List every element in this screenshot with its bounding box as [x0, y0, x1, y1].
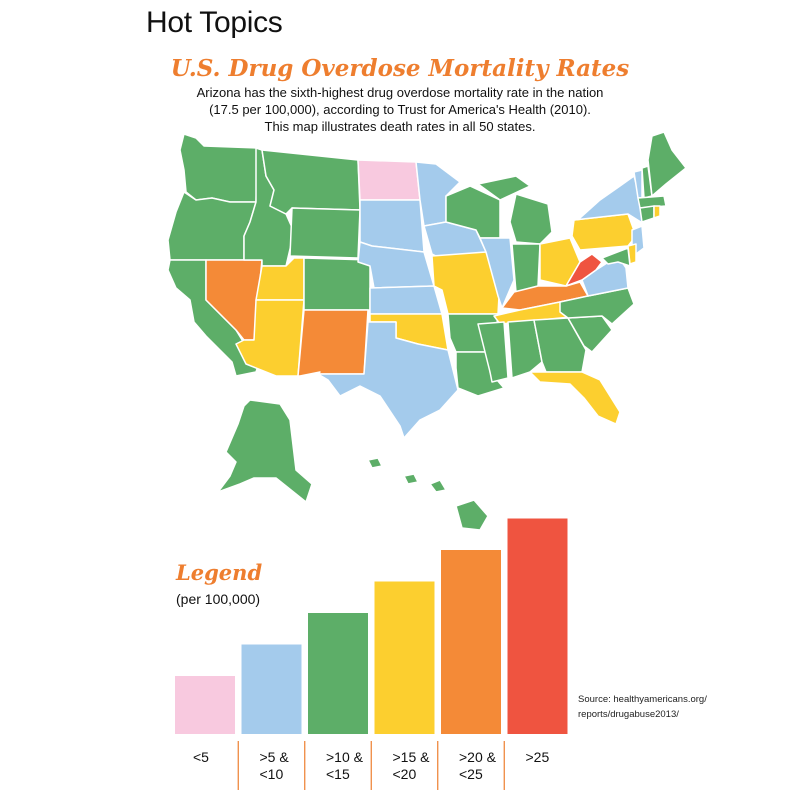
description-line: (17.5 per 100,000), according to Trust f… [209, 102, 591, 117]
legend-label: >25 [526, 749, 550, 765]
legend-label: <20 [393, 766, 417, 782]
description-line: This map illustrates death rates in all … [264, 119, 536, 134]
state-ms [477, 321, 509, 383]
legend-label: >10 & [326, 749, 364, 765]
state-md [601, 247, 631, 267]
state-ri [653, 205, 661, 219]
map-title: U.S. Drug Overdose Mortality Rates [170, 55, 630, 82]
legend-bar-15to20 [374, 581, 435, 734]
legend-bar-lt5 [175, 676, 235, 734]
legend-label: >20 & [459, 749, 497, 765]
legend-bar-5to10 [241, 644, 302, 734]
state-ak [217, 399, 313, 503]
legend-subtitle: (per 100,000) [176, 591, 261, 607]
legend-label: >15 & [393, 749, 431, 765]
state-fl [529, 371, 621, 425]
legend-bar-gt25 [507, 518, 568, 734]
state-nm [297, 309, 369, 377]
description-line: Arizona has the sixth-highest drug overd… [196, 85, 604, 100]
legend-label: <25 [459, 766, 483, 782]
state-hi [367, 457, 489, 531]
legend-label: <10 [260, 766, 284, 782]
state-al [507, 319, 543, 379]
map-description: Arizona has the sixth-highest drug overd… [150, 84, 650, 135]
legend-label: >5 & [260, 749, 290, 765]
source-line: reports/drugabuse2013/ [578, 709, 679, 720]
source-note: Source: healthyamericans.org/ reports/dr… [578, 692, 707, 722]
state-wv [565, 253, 603, 287]
legend-label: <15 [326, 766, 350, 782]
state-tx [317, 321, 459, 439]
legend-label: <5 [193, 749, 209, 765]
state-ma [637, 195, 667, 209]
section-title: Hot Topics [146, 6, 283, 39]
source-line: Source: healthyamericans.org/ [578, 694, 707, 705]
legend-bar-20to25 [441, 550, 501, 734]
legend-bar-10to15 [308, 613, 368, 734]
legend-title: Legend [176, 560, 263, 585]
state-me [647, 131, 687, 197]
